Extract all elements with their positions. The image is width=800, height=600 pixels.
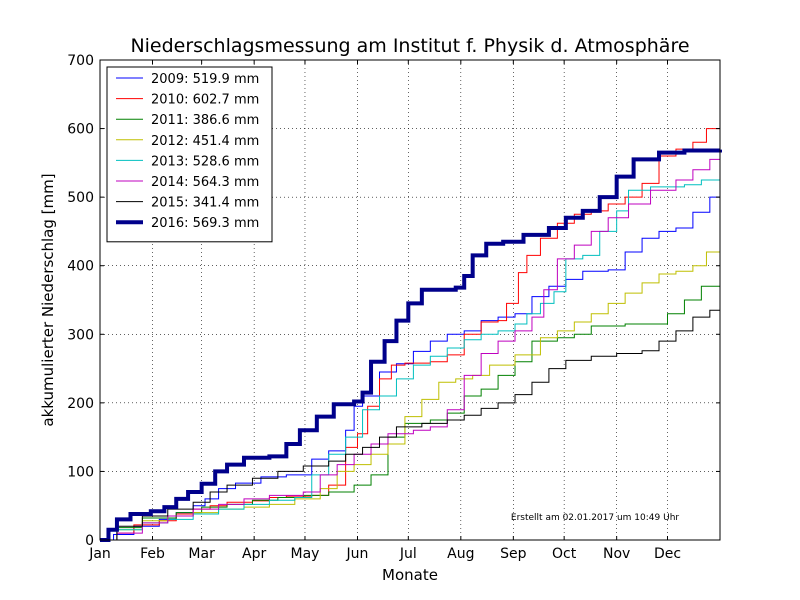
y-tick-label: 600 xyxy=(67,122,94,138)
x-tick-label: Jun xyxy=(346,546,369,562)
x-tick-label: Feb xyxy=(140,546,165,562)
axis-ticks xyxy=(99,59,720,541)
legend-label: 2015: 341.4 mm xyxy=(151,196,259,211)
x-axis-label: Monate xyxy=(382,566,438,584)
series-line-8 xyxy=(100,148,722,542)
legend-label: 2010: 602.7 mm xyxy=(151,93,259,108)
y-tick-label: 500 xyxy=(67,190,94,206)
x-tick-label: Sep xyxy=(500,546,527,562)
series-lines xyxy=(100,126,722,542)
legend-label: 2012: 451.4 mm xyxy=(151,134,259,149)
y-tick-label: 700 xyxy=(67,53,94,69)
legend-label: 2016: 569.3 mm xyxy=(151,216,259,231)
creation-timestamp: Erstellt am 02.01.2017 um 10:49 Uhr xyxy=(511,513,679,523)
legend-label: 2009: 519.9 mm xyxy=(151,72,259,87)
x-tick-label: Mar xyxy=(188,546,215,562)
legend: 2009: 519.9 mm 2010: 602.7 mm 2011: 386.6 … xyxy=(106,66,273,243)
series-line-7 xyxy=(100,305,721,541)
plot-frame xyxy=(99,59,721,541)
series-line-5 xyxy=(100,177,721,541)
x-tick-label: Dec xyxy=(654,546,681,562)
y-tick-label: 400 xyxy=(67,259,94,275)
y-tick-label: 200 xyxy=(67,396,94,412)
x-tick-label: May xyxy=(290,546,319,562)
legend-box xyxy=(106,66,273,243)
x-tick-label: Nov xyxy=(603,546,630,562)
x-tick-label: Aug xyxy=(447,546,474,562)
x-tick-label: Jan xyxy=(88,546,111,562)
y-tick-label: 100 xyxy=(67,464,94,480)
y-tick-labels: 0 100 200 300 400 500 600 700 xyxy=(67,53,94,549)
y-axis-label: akkumulierter Niederschlag [mm] xyxy=(39,173,57,426)
series-line-3 xyxy=(100,274,721,541)
legend-label: 2013: 528.6 mm xyxy=(151,154,259,169)
series-line-1 xyxy=(100,183,721,541)
chart-title: Niederschlagsmessung am Institut f. Phys… xyxy=(130,35,689,57)
x-tick-label: Oct xyxy=(552,546,577,562)
y-tick-label: 300 xyxy=(67,327,94,343)
legend-label: 2011: 386.6 mm xyxy=(151,113,259,128)
x-tick-label: Jul xyxy=(399,546,417,562)
y-tick-label: 0 xyxy=(85,533,94,549)
series-line-6 xyxy=(100,153,721,541)
x-tick-labels: Jan Feb Mar Apr May Jun Jul Aug Sep Oct Nov Dec xyxy=(88,546,681,562)
legend-label: 2014: 564.3 mm xyxy=(151,175,259,190)
x-tick-label: Apr xyxy=(242,546,266,562)
